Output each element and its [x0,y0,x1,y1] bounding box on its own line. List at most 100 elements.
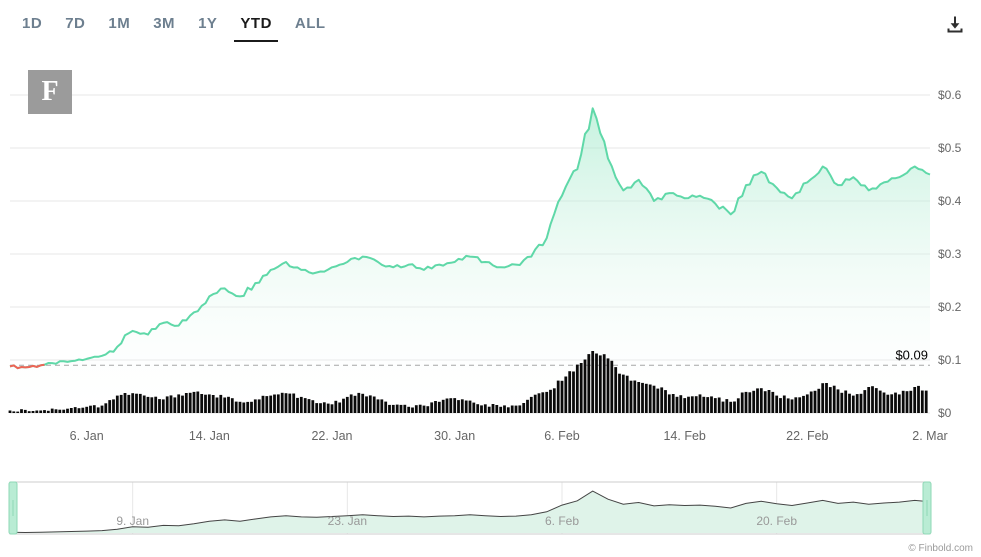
price-area [10,108,930,414]
volume-bar [227,396,230,413]
volume-bar [805,394,809,413]
volume-bar [575,364,579,413]
y-axis-label: $0.4 [938,194,962,208]
volume-bar [280,392,284,413]
volume-bar [184,393,188,413]
volume-bar [81,407,85,413]
navigator[interactable]: 9. Jan 23. Jan 6. Feb 20. Feb [8,481,932,535]
volume-bar [142,395,146,413]
volume-bar [43,410,46,413]
volume-bar [828,387,832,413]
tab-all[interactable]: ALL [289,10,332,42]
volume-bar [108,400,112,413]
volume-bar [606,358,610,413]
volume-bar [675,396,679,413]
y-axis-label: $0 [938,406,952,420]
x-axis-label: 22. Jan [311,429,352,443]
volume-bar [736,398,740,413]
volume-bar [683,398,687,413]
volume-bar [230,398,234,413]
volume-bar [464,400,468,413]
volume-bar [813,390,817,413]
tab-ytd[interactable]: YTD [234,10,278,42]
volume-bar [487,406,491,413]
volume-bar [384,401,388,413]
volume-bar [909,390,913,413]
tab-1d[interactable]: 1D [16,10,48,42]
volume-bar [694,396,698,413]
volume-bar [173,397,177,413]
volume-bar [522,403,526,413]
price-line-below-open [9,363,45,370]
volume-bar [127,394,131,413]
chart-header: 1D 7D 1M 3M 1Y YTD ALL [0,0,981,54]
volume-bar [31,411,35,413]
volume-bar [710,396,713,413]
time-range-tabs: 1D 7D 1M 3M 1Y YTD ALL [0,0,981,42]
volume-bar [545,391,549,413]
volume-bar [192,391,196,413]
volume-bar [748,392,752,413]
volume-bar [188,392,192,413]
tab-7d[interactable]: 7D [59,10,91,42]
volume-bar [568,371,572,413]
volume-bar [863,390,867,413]
tab-1m[interactable]: 1M [102,10,136,42]
volume-bar [434,401,437,413]
credit-text: © Finbold.com [908,543,973,554]
volume-bar [917,385,920,413]
volume-bar [878,390,882,413]
volume-bar [503,405,506,413]
volume-bar [54,409,58,413]
volume-bar [652,385,656,413]
volume-bar [46,410,50,413]
volume-bar [560,380,564,413]
volume-bar [261,395,265,413]
navigator-axis-label: 20. Feb [756,514,797,528]
volume-bar [319,403,322,413]
tab-3m[interactable]: 3M [147,10,181,42]
volume-bar [223,397,227,413]
volume-bar [614,367,618,413]
volume-bar [276,394,280,413]
volume-bar [112,399,115,413]
x-axis: 6. Jan 14. Jan 22. Jan 30. Jan 6. Feb 14. Feb… [70,429,948,443]
volume-bar [767,390,771,413]
volume-bar [836,389,840,413]
volume-bar [713,398,717,413]
volume-bar [169,395,173,413]
volume-bar [200,394,204,413]
download-button[interactable] [942,12,968,41]
tab-1y[interactable]: 1Y [192,10,223,42]
volume-bar [786,398,790,413]
y-axis-label: $0.3 [938,247,962,261]
volume-bar [322,402,326,413]
volume-bar [311,400,315,413]
volume-bar [667,394,671,413]
volume-bar [744,391,748,413]
volume-bar [721,401,725,413]
volume-bar [894,392,897,413]
volume-bar [399,404,403,413]
volume-bar [12,411,16,413]
volume-bar [146,396,150,413]
volume-bar [50,408,54,413]
volume-bar [253,399,257,413]
volume-bar [556,380,560,413]
x-axis-label: 6. Jan [70,429,104,443]
volume-bar [211,395,215,413]
volume-bar [403,404,407,413]
volume-bar [733,401,736,413]
volume-bar [901,390,905,413]
volume-bar [115,395,119,413]
volume-bar [897,394,901,413]
volume-bar [154,396,158,413]
volume-bar [123,393,127,413]
volume-bar [598,355,602,413]
volume-bar [181,395,184,413]
price-line [9,107,931,370]
volume-bar [602,354,606,413]
volume-bar [920,390,924,413]
volume-bar [372,396,376,413]
volume-bar [706,397,710,413]
